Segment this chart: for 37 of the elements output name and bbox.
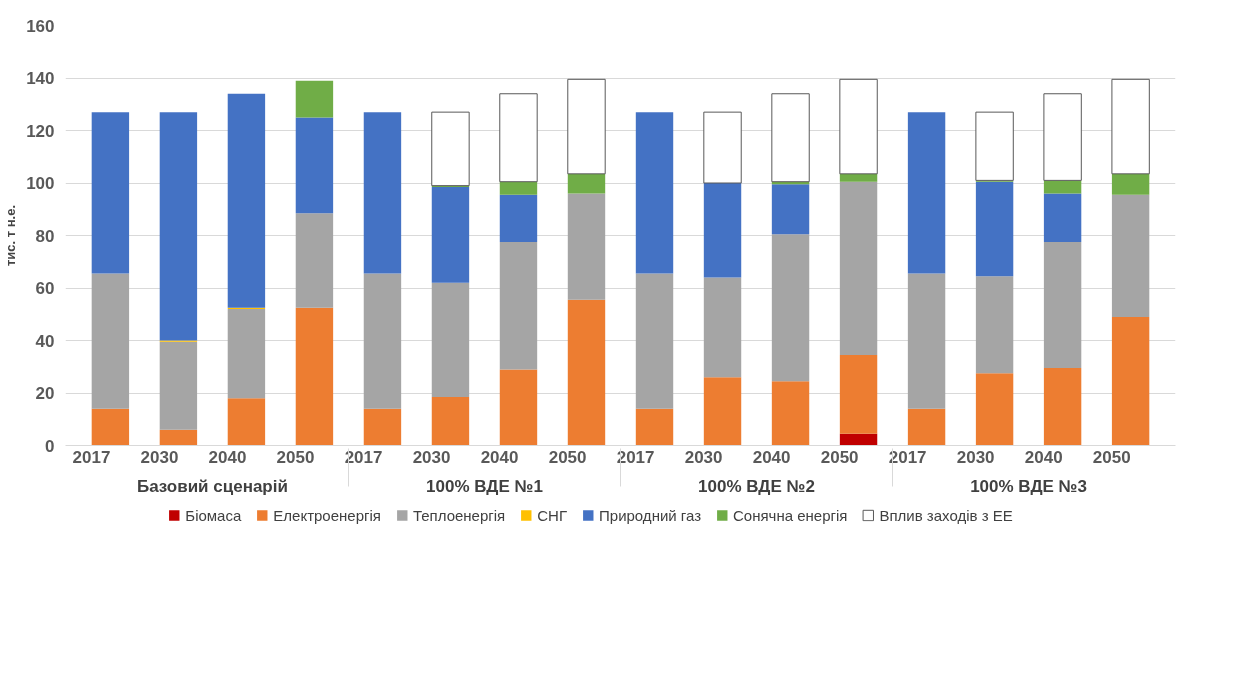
x-tick-label: 2040 — [1024, 447, 1063, 467]
text: 100% ВДЕ №2 — [698, 476, 815, 496]
x-tick-label: 2030 — [140, 447, 179, 467]
text: 100% ВДЕ №1 — [426, 476, 543, 496]
x-tick-label: 2050 — [276, 447, 315, 467]
y-tick-label: 80 — [35, 226, 55, 246]
legend-label: Сонячна енергія — [733, 506, 848, 524]
x-tick-label: 2030 — [412, 447, 451, 467]
text: Базовий сценарій — [136, 476, 288, 496]
x-tick-label: 2030 — [956, 447, 995, 467]
x-tick-label: 2017 — [616, 447, 655, 467]
x-tick-label: 2050 — [820, 447, 859, 467]
x-tick-label: 2017 — [344, 447, 383, 467]
x-tick-label: 2040 — [480, 447, 519, 467]
x-tick-label: 2017 — [888, 447, 927, 467]
text: 100% ВДЕ №3 — [970, 476, 1088, 496]
x-tick-label: 2050 — [548, 447, 587, 467]
legend-label: Електроенергія — [273, 506, 381, 524]
legend-label: Вплив заходів з ЕЕ — [879, 506, 1013, 524]
y-tick-label: 140 — [26, 69, 55, 88]
y-tick-label: 40 — [35, 331, 55, 351]
y-tick-label: 20 — [35, 384, 55, 403]
y-axis-title: тис. т н.е. — [3, 204, 19, 267]
x-tick-label: 2017 — [72, 447, 111, 467]
legend-label: СНГ — [537, 506, 568, 524]
x-tick-label: 2030 — [684, 447, 723, 467]
legend-label: Природний газ — [599, 506, 702, 524]
y-tick-label: 0 — [45, 436, 55, 456]
y-tick-label: 60 — [35, 279, 55, 298]
y-tick-label: 160 — [26, 16, 55, 36]
y-tick-label: 100 — [26, 174, 55, 193]
x-tick-label: 2050 — [1092, 447, 1131, 467]
legend-label: Теплоенергія — [412, 506, 506, 524]
x-tick-label: 2040 — [208, 447, 247, 467]
x-tick-label: 2040 — [752, 447, 791, 467]
y-tick-label: 120 — [26, 121, 55, 141]
legend-label: Біомаса — [185, 506, 242, 524]
